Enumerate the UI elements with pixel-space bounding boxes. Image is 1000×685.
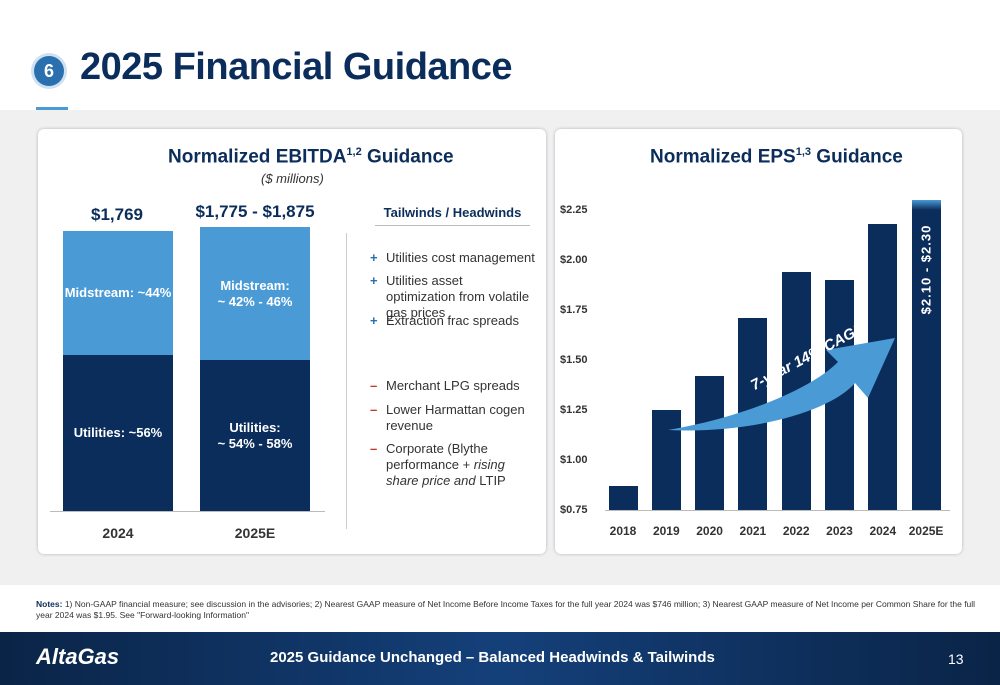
tailwind-item: + Utilities asset optimization from volat… <box>370 273 530 320</box>
ebitda-year-2025e: 2025E <box>234 525 276 541</box>
eps-x-tick: 2019 <box>652 524 680 538</box>
eps-bar-2024 <box>868 224 898 510</box>
tailwinds-headwinds-heading: Tailwinds / Headwinds <box>383 205 522 220</box>
ebitda-value-2025e: $1,775 - $1,875 <box>195 202 315 221</box>
eps-x-tick: 2020 <box>696 524 723 538</box>
eps-baseline <box>605 510 950 511</box>
tailwind-item: + Extraction frac spreads <box>370 313 519 328</box>
eps-y-tick: $1.25 <box>560 404 588 416</box>
midstream-segment-2025e: Midstream: ~ 42% - 46% <box>200 227 310 360</box>
eps-x-tick: 2022 <box>782 524 810 538</box>
eps-x-tick: 2018 <box>609 524 637 538</box>
footer-bar: AltaGas 2025 Guidance Unchanged – Balanc… <box>0 632 1000 685</box>
ebitda-title: Normalized EBITDA1,2 Guidance <box>168 146 454 168</box>
headwind-item: – Lower Harmattan cogen revenue <box>370 402 525 433</box>
eps-bar-2023 <box>825 280 854 510</box>
eps-bar-2018 <box>608 486 638 510</box>
eps-y-tick: $0.75 <box>560 504 588 516</box>
utilities-segment-2025e: Utilities: ~ 54% - 58% <box>200 360 310 511</box>
eps-range-label: $2.10 - $2.30 <box>918 224 934 315</box>
title-area: 6 2025 Financial Guidance <box>0 0 1000 110</box>
ebitda-subtitle: ($ millions) <box>261 171 324 186</box>
title-underline <box>36 107 68 111</box>
eps-x-tick: 2021 <box>739 524 767 538</box>
utilities-segment-2024: Utilities: ~56% <box>63 355 173 511</box>
eps-y-tick: $2.00 <box>560 254 588 266</box>
eps-y-tick: $1.00 <box>560 454 588 466</box>
section-badge: 6 <box>34 56 64 86</box>
ebitda-baseline <box>50 511 325 512</box>
eps-x-tick: 2025E <box>908 524 944 538</box>
tailwinds-heading-underline <box>375 225 530 226</box>
page-title: 2025 Financial Guidance <box>80 46 513 88</box>
headwind-item: – Merchant LPG spreads <box>370 378 520 393</box>
eps-bar-2020 <box>695 376 725 510</box>
headwind-item: – Corporate (Blythe performance + rising … <box>370 441 506 488</box>
ebitda-year-2024: 2024 <box>102 525 134 541</box>
eps-bar-2025E <box>911 200 941 510</box>
eps-bar-2021 <box>738 318 768 510</box>
midstream-segment-2024: Midstream: ~44% <box>63 231 173 355</box>
eps-y-tick: $2.25 <box>560 204 588 216</box>
eps-bar-2019 <box>651 410 681 510</box>
altagas-logo: AltaGas <box>36 644 120 669</box>
eps-x-tick: 2023 <box>826 524 853 538</box>
ebitda-value-2024: $1,769 <box>91 205 143 224</box>
eps-x-tick: 2024 <box>869 524 897 538</box>
eps-y-tick: $1.75 <box>560 304 588 316</box>
divider <box>346 233 347 529</box>
tailwind-item: + Utilities cost management <box>370 250 535 265</box>
eps-y-tick: $1.50 <box>560 354 588 366</box>
eps-title: Normalized EPS1,3 Guidance <box>650 146 903 168</box>
eps-bar-2022 <box>781 272 811 510</box>
page-number: 13 <box>948 651 964 667</box>
footer-tagline: 2025 Guidance Unchanged – Balanced Headw… <box>270 649 715 666</box>
footnotes: Notes: 1) Non-GAAP financial measure; se… <box>36 599 976 620</box>
